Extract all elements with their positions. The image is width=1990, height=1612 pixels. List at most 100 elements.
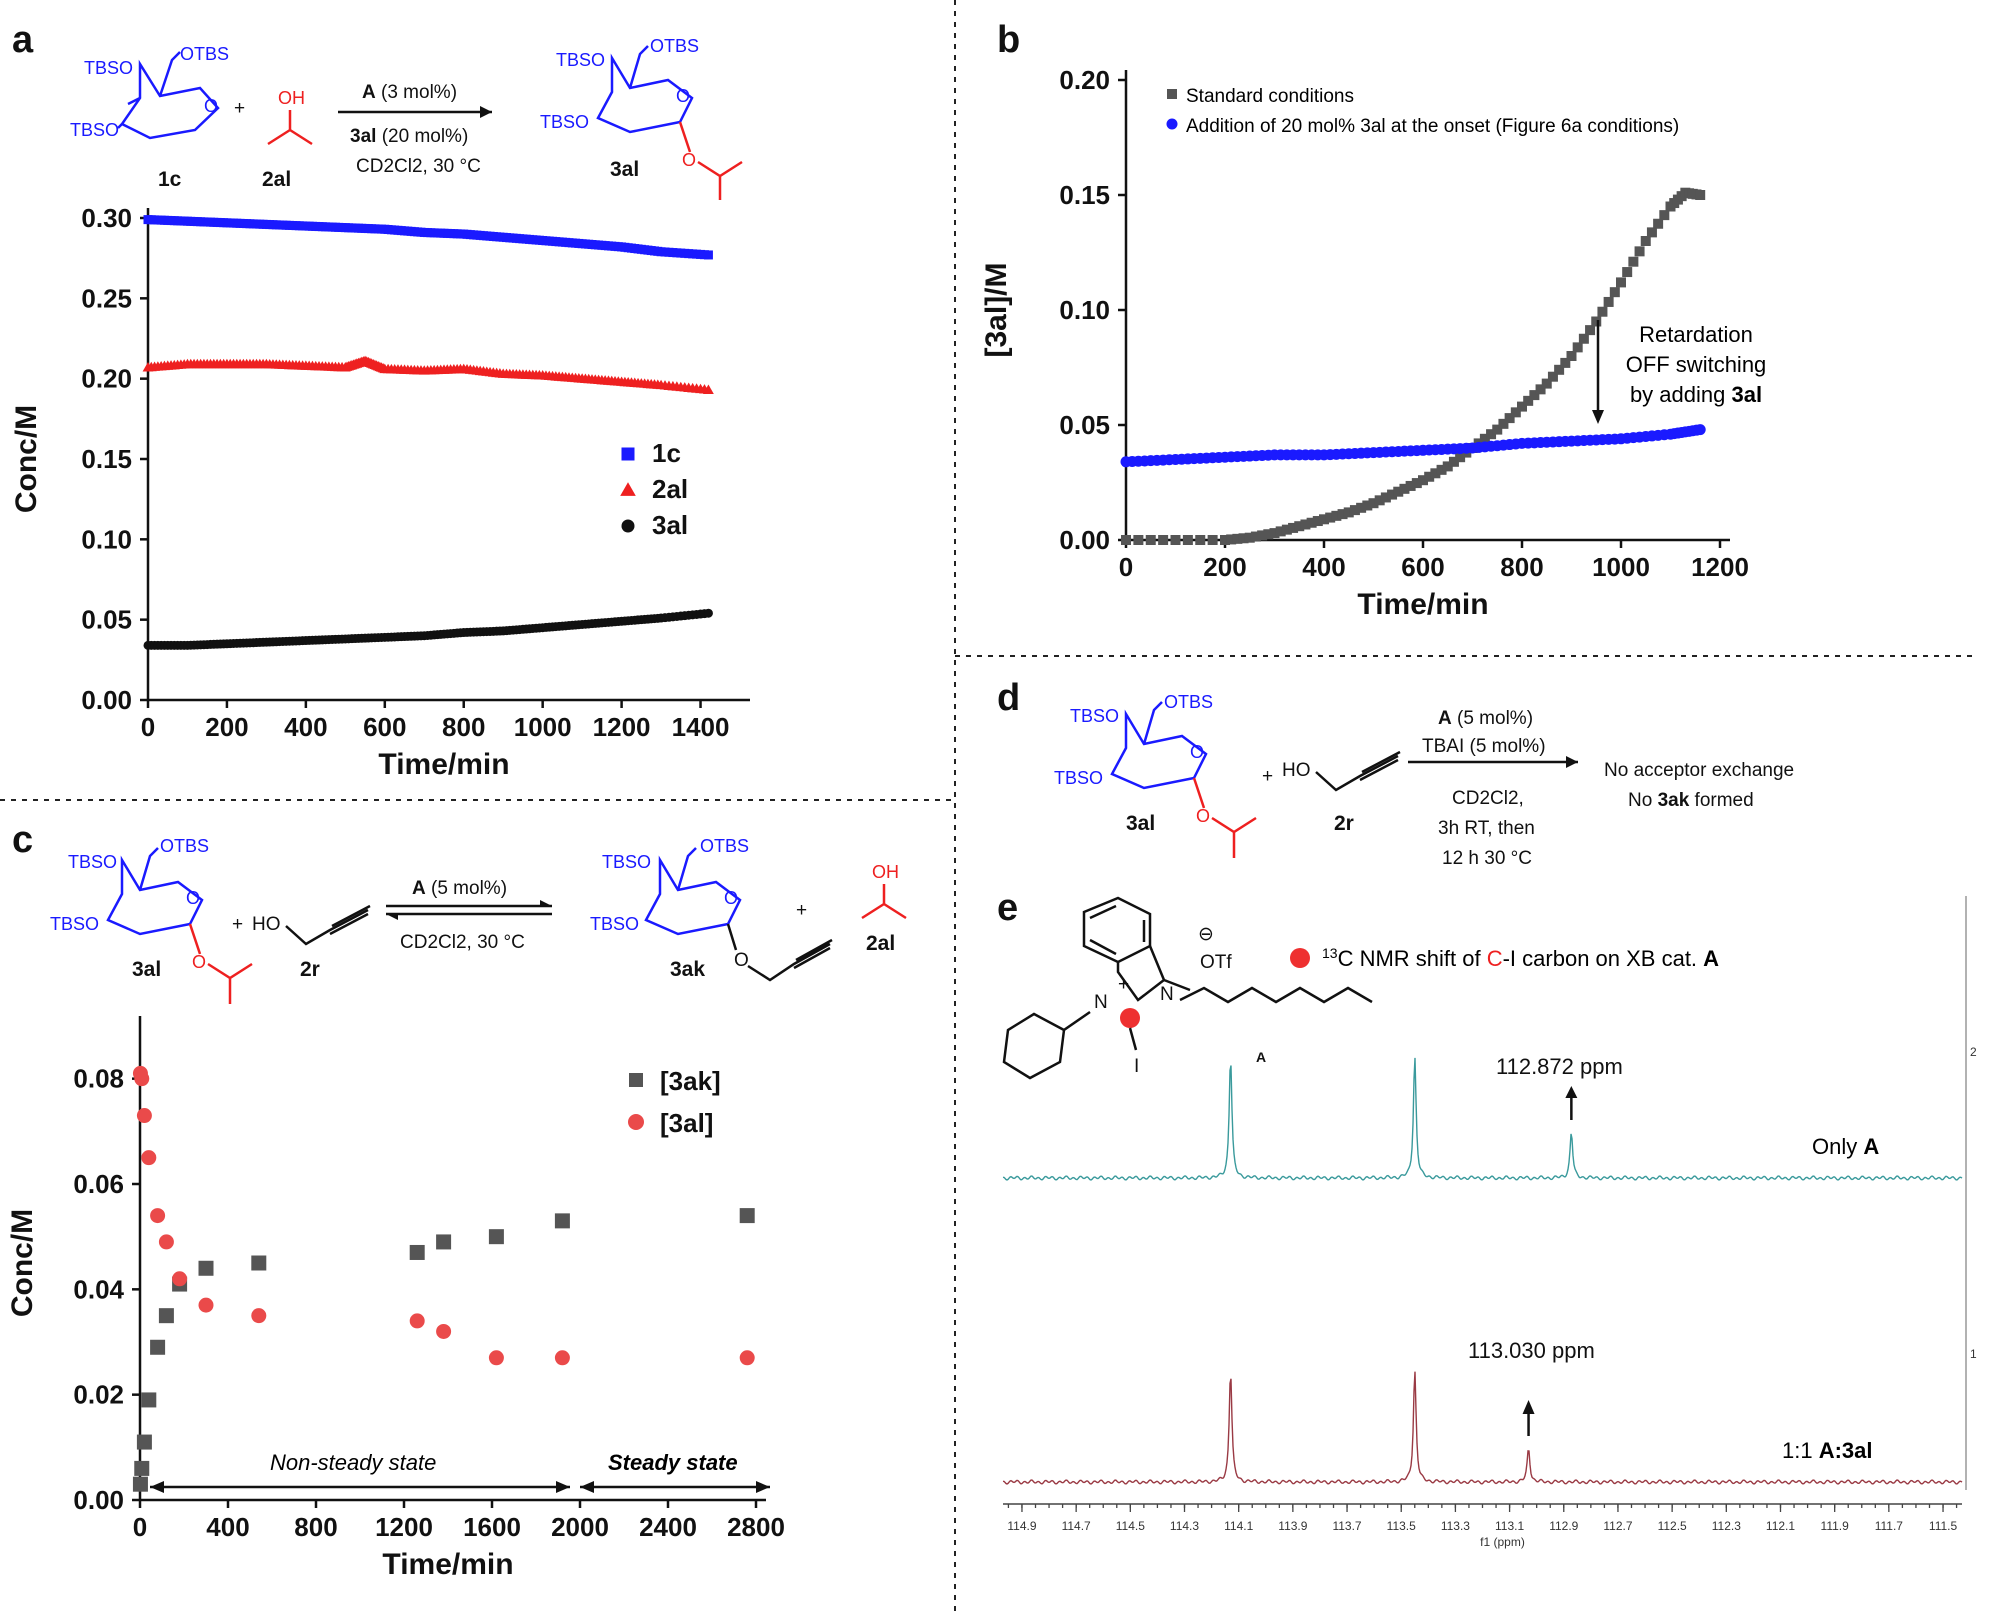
x-tick-label: 400: [1302, 552, 1345, 582]
plus-sign: +: [234, 98, 245, 119]
x-tick-label: 0: [1119, 552, 1133, 582]
data-point: [1535, 384, 1546, 395]
scheme-d: OTBS TBSO TBSO O O 3al + HO 2r A (5 mol%…: [1054, 692, 1794, 869]
oh-label: OH: [872, 862, 899, 882]
peak2-value: 113.030 ppm: [1468, 1338, 1595, 1363]
data-point: [1195, 535, 1206, 545]
data-point: [1566, 351, 1577, 361]
svg-text:A (5 mol%): A (5 mol%): [1438, 708, 1533, 729]
legend-marker: [620, 482, 636, 496]
data-point: [1374, 495, 1385, 506]
x-tick-label: 1400: [672, 712, 730, 742]
data-point: [1659, 210, 1670, 221]
series--3al-: [132, 1065, 755, 1366]
spectrum1-label-bold: A: [1863, 1134, 1879, 1159]
ppm-tick-label: 113.9: [1278, 1519, 1307, 1533]
catalyst-A: A: [1438, 708, 1452, 729]
data-point: [1603, 296, 1614, 307]
data-point: [1300, 519, 1311, 530]
legend-marker: [621, 447, 635, 461]
data-point: [1226, 534, 1237, 545]
data-point: [1331, 510, 1342, 521]
data-point: [554, 1350, 570, 1366]
plus-sign: +: [1262, 766, 1273, 787]
additive-tbai: TBAI (5 mol%): [1422, 736, 1546, 757]
data-point: [436, 1234, 452, 1250]
series-2al: [142, 355, 714, 394]
data-point: [134, 1071, 150, 1087]
benzo-ring: [1082, 896, 1152, 964]
legend-label: 1c: [652, 438, 681, 468]
catalyst-loading: (5 mol%): [1452, 708, 1533, 729]
reactant-3al: 3al: [132, 958, 161, 981]
data-point: [1622, 267, 1633, 278]
y-axis-label: [3al]/M: [980, 262, 1013, 357]
phenyl-ring: [1002, 1010, 1091, 1080]
nitrogen-1: N: [1094, 992, 1108, 1013]
data-point: [136, 1108, 152, 1124]
data-point: [1281, 524, 1292, 535]
iodine: I: [1134, 1056, 1139, 1077]
data-point: [1554, 364, 1565, 375]
plus-sign: +: [232, 914, 243, 935]
ppm-tick-label: 113.3: [1441, 1519, 1470, 1533]
data-point: [1523, 395, 1534, 406]
y-tick-label: 0.10: [81, 524, 132, 554]
ppm-tick-label: 111.7: [1875, 1519, 1904, 1533]
ppm-tick-label: 112.5: [1658, 1519, 1687, 1533]
data-point: [1436, 464, 1447, 475]
ppm-tick-label: 111.5: [1929, 1519, 1958, 1533]
oh-label: OH: [278, 88, 305, 108]
isopropoxy-bonds: [678, 121, 743, 200]
y-axis-label: Conc/M: [6, 1209, 39, 1317]
glycosidic-oxygen: O: [734, 950, 749, 971]
data-point: [1288, 522, 1299, 533]
ring-oxygen: O: [676, 86, 690, 106]
panel-label-e: e: [997, 887, 1018, 929]
legend-marker: [621, 519, 635, 533]
data-point: [1585, 325, 1596, 336]
data-point: [1244, 532, 1255, 543]
y-tick-label: 0.10: [1059, 295, 1110, 325]
spectrum2-label-bold: A:3al: [1819, 1438, 1873, 1463]
data-point: [739, 1208, 755, 1224]
annotation-line-3: by adding 3al: [1630, 382, 1762, 407]
catalyst-loading: (5 mol%): [426, 878, 507, 899]
data-point: [1399, 483, 1410, 494]
series-standard-conditions: [1121, 187, 1706, 545]
isopropoxy-bonds: [1192, 777, 1257, 858]
series-1c: [143, 215, 713, 260]
y-tick-label: 0.20: [1059, 65, 1110, 95]
svg-text:3al (20 mol%): 3al (20 mol%): [350, 126, 468, 147]
data-point: [1653, 218, 1664, 229]
data-point: [1510, 407, 1521, 418]
solvent-temp: CD2Cl2, 30 °C: [356, 156, 481, 177]
solvent-temp: CD2Cl2, 30 °C: [400, 932, 525, 953]
spectrum-1: [1002, 1057, 1963, 1181]
data-point: [150, 1339, 166, 1355]
y-tick-label: 0.25: [81, 283, 132, 313]
data-point: [198, 1297, 214, 1313]
reactant-2r: 2r: [300, 958, 320, 981]
panel-label-a: a: [12, 19, 34, 61]
data-point: [1312, 516, 1323, 527]
data-point: [554, 1213, 570, 1229]
data-point: [1695, 190, 1706, 200]
data-point: [1609, 287, 1620, 298]
data-point: [1634, 246, 1645, 257]
isopropanol-bonds: [267, 110, 313, 146]
reactant-2al: 2al: [262, 168, 291, 191]
data-point: [488, 1350, 504, 1366]
svg-text:1:1 A:3al: 1:1 A:3al: [1782, 1438, 1873, 1463]
annotation-bold: 3al: [1731, 382, 1762, 407]
data-point: [1343, 507, 1354, 518]
data-point: [1498, 418, 1509, 429]
data-point: [251, 1308, 267, 1324]
x-tick-label: 800: [442, 712, 485, 742]
result-line-1: No acceptor exchange: [1604, 760, 1794, 781]
tbso-label: TBSO: [540, 112, 589, 132]
ppm-tick-label: 113.7: [1332, 1519, 1361, 1533]
steady-label: Steady state: [608, 1450, 738, 1475]
x-tick-label: 1200: [375, 1512, 433, 1542]
arrowhead: [386, 914, 398, 920]
